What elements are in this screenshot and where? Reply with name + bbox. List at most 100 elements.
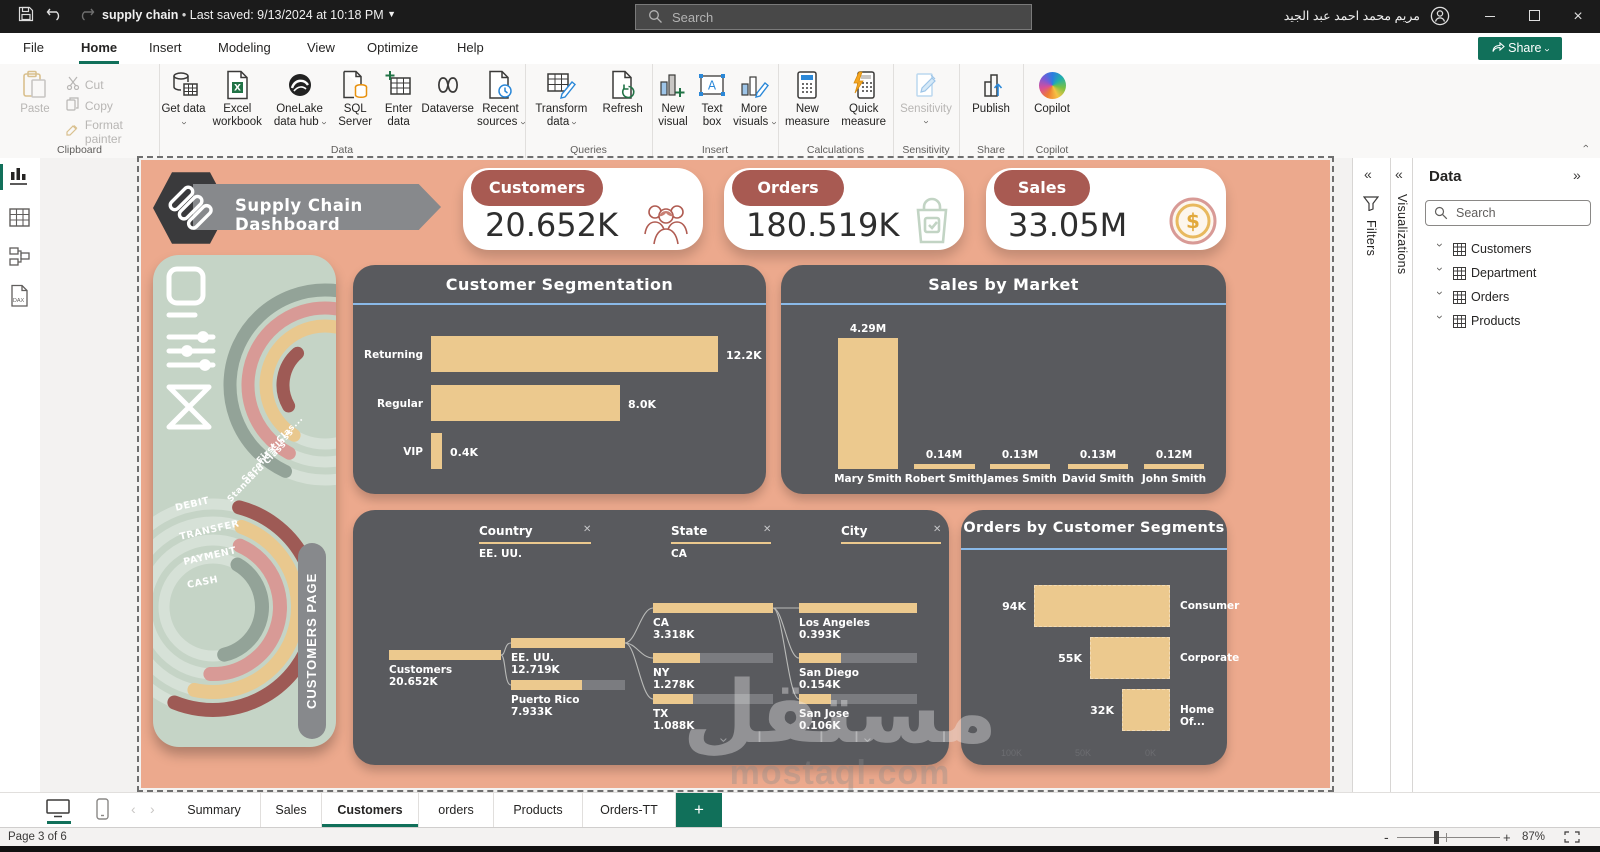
fit-to-page-icon[interactable] — [1564, 831, 1580, 846]
zoom-out-button[interactable]: - — [1384, 829, 1389, 845]
prev-page-chevron-icon[interactable]: ‹ — [131, 801, 136, 817]
menu-home[interactable]: Home — [81, 40, 118, 55]
column[interactable] — [914, 464, 975, 469]
data-table-orders[interactable]: › Orders — [1413, 286, 1600, 310]
visualizations-pane-title[interactable]: Visualizations — [1395, 194, 1409, 275]
tree-node-bar[interactable] — [799, 653, 917, 663]
format-painter-button[interactable]: Format painter — [66, 118, 159, 146]
onelake-data-hub-button[interactable]: OneLake data hub › — [267, 68, 333, 129]
global-search-input[interactable] — [670, 6, 1014, 28]
tree-node-bar[interactable] — [653, 653, 773, 663]
close-button[interactable]: × — [1573, 8, 1583, 25]
sensitivity-button[interactable]: Sensitivity › — [896, 68, 956, 126]
kpi-card-sales[interactable]: Sales 33.05M $ — [986, 168, 1226, 250]
tree-level-header-city[interactable]: City ✕ — [841, 524, 945, 544]
zoom-slider-thumb[interactable] — [1434, 831, 1439, 844]
collapse-data-pane-chevron-icon[interactable]: » — [1573, 167, 1581, 183]
data-table-department[interactable]: › Department — [1413, 262, 1600, 286]
remove-level-icon[interactable]: ✕ — [583, 524, 592, 535]
publish-button[interactable]: Publish — [966, 68, 1016, 116]
tree-node-bar[interactable] — [389, 650, 501, 660]
menu-help[interactable]: Help — [457, 40, 484, 55]
expand-filters-chevron-icon[interactable]: « — [1364, 166, 1372, 182]
excel-workbook-button[interactable]: X Excel workbook — [208, 68, 266, 129]
kpi-card-orders[interactable]: Orders 180.519K — [724, 168, 964, 250]
tab-products[interactable]: Products — [494, 793, 583, 827]
column[interactable] — [838, 338, 898, 469]
tab-summary[interactable]: Summary — [168, 793, 261, 827]
more-visuals-button[interactable]: More visuals › — [730, 68, 779, 129]
bar[interactable] — [431, 385, 620, 421]
recent-sources-button[interactable]: Recent sources › — [476, 68, 528, 129]
text-box-button[interactable]: A Text box — [694, 68, 730, 129]
global-search[interactable] — [635, 4, 1032, 30]
next-page-chevron-icon[interactable]: › — [150, 801, 155, 817]
quick-measure-button[interactable]: Quick measure — [837, 68, 891, 129]
kpi-card-customers[interactable]: Customers 20.652K — [463, 168, 703, 250]
menu-modeling[interactable]: Modeling — [218, 40, 271, 55]
tree-node-bar[interactable] — [653, 694, 773, 704]
expand-chevron-icon[interactable]: › — [1433, 315, 1447, 319]
table-view-icon[interactable] — [9, 208, 31, 233]
get-data-button[interactable]: Get data › — [159, 68, 208, 129]
data-search-input[interactable] — [1454, 203, 1588, 223]
funnel-bar[interactable] — [1122, 689, 1170, 731]
tree-expand-chevron-icon[interactable]: › — [715, 737, 733, 743]
orders-by-segment-visual[interactable]: Orders by Customer Segments 94K Consumer… — [961, 510, 1239, 765]
expand-chevron-icon[interactable]: › — [1433, 267, 1447, 271]
expand-chevron-icon[interactable]: › — [1433, 291, 1447, 295]
sql-server-button[interactable]: SQL Server — [333, 68, 378, 129]
column[interactable] — [990, 464, 1050, 469]
new-measure-button[interactable]: New measure — [780, 68, 834, 129]
new-visual-button[interactable]: New visual — [652, 68, 694, 129]
tab-customers[interactable]: Customers — [322, 793, 419, 827]
refresh-button[interactable]: Refresh — [598, 68, 648, 116]
report-view-icon[interactable] — [9, 166, 31, 195]
remove-level-icon[interactable]: ✕ — [763, 524, 772, 535]
copilot-button[interactable]: Copilot — [1027, 68, 1077, 116]
dax-query-view-icon[interactable]: DAX — [9, 284, 29, 313]
tree-expand-chevron-icon[interactable]: › — [859, 737, 877, 743]
report-page[interactable]: Supply Chain Dashboard Customers 20.652K… — [137, 156, 1334, 792]
tree-node-bar[interactable] — [511, 638, 625, 648]
bar[interactable] — [431, 433, 442, 469]
new-page-button[interactable]: + — [676, 793, 722, 827]
funnel-bar[interactable] — [1034, 585, 1170, 627]
tab-orders-tt[interactable]: Orders-TT — [583, 793, 676, 827]
dropdown-chevron-icon[interactable]: ▼ — [387, 9, 397, 19]
minimize-button[interactable] — [1468, 0, 1512, 33]
paste-button[interactable]: Paste — [10, 68, 60, 116]
share-button[interactable]: Share › — [1478, 37, 1562, 60]
filters-pane-title[interactable]: Filters — [1364, 220, 1378, 257]
account-avatar[interactable] — [1430, 6, 1450, 31]
copy-button[interactable]: Copy — [66, 97, 159, 114]
zoom-slider-track[interactable] — [1397, 837, 1500, 838]
column[interactable] — [1068, 464, 1128, 469]
maximize-button[interactable] — [1512, 0, 1556, 33]
tree-level-header-state[interactable]: State ✕ — [671, 524, 775, 544]
menu-file[interactable]: File — [23, 40, 44, 55]
mobile-layout-icon[interactable] — [96, 798, 109, 825]
document-title[interactable]: supply chain • Last saved: 9/13/2024 at … — [102, 8, 397, 22]
tree-level-header-country[interactable]: Country ✕ — [479, 524, 595, 544]
desktop-layout-icon[interactable] — [46, 799, 70, 823]
customer-segmentation-visual[interactable]: Customer Segmentation Returning 12.2K Re… — [353, 265, 766, 494]
collapse-ribbon-chevron-icon[interactable]: › — [1580, 144, 1593, 148]
dataverse-button[interactable]: Dataverse — [419, 68, 476, 116]
tree-node-bar[interactable] — [799, 603, 917, 613]
expand-visualizations-chevron-icon[interactable]: « — [1395, 166, 1403, 182]
zoom-level[interactable]: 87% — [1522, 831, 1546, 843]
enter-data-button[interactable]: Enter data — [378, 68, 420, 129]
save-icon[interactable] — [18, 6, 34, 28]
expand-chevron-icon[interactable]: › — [1433, 243, 1447, 247]
tab-sales[interactable]: Sales — [261, 793, 322, 827]
tab-orders[interactable]: orders — [419, 793, 494, 827]
tree-node-bar[interactable] — [653, 603, 773, 613]
redo-icon[interactable] — [77, 6, 95, 28]
bar[interactable] — [431, 336, 718, 372]
tree-node-bar[interactable] — [799, 694, 917, 704]
funnel-bar[interactable] — [1090, 637, 1170, 679]
menu-view[interactable]: View — [307, 40, 335, 55]
decomposition-tree-visual[interactable]: Country ✕ State ✕ City ✕ EE. UU. CA — [353, 510, 949, 765]
menu-insert[interactable]: Insert — [149, 40, 182, 55]
